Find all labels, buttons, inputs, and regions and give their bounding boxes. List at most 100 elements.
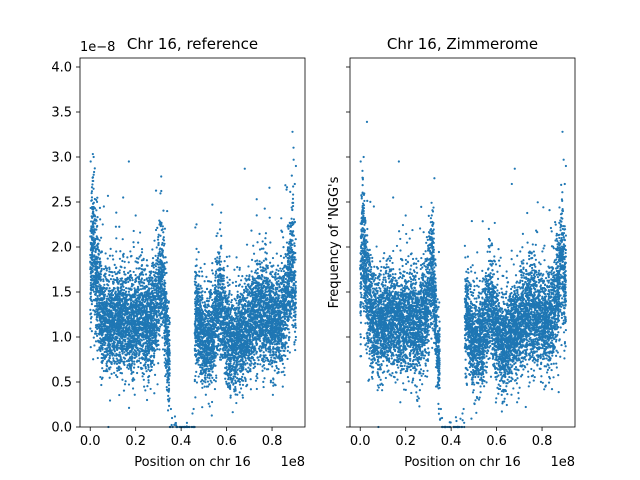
scatter-point: [121, 340, 124, 344]
scatter-point: [228, 278, 231, 281]
scatter-point: [262, 385, 265, 389]
scatter-point: [246, 296, 249, 299]
scatter-point: [90, 199, 93, 202]
scatter-point: [110, 330, 113, 333]
scatter-point: [106, 295, 109, 298]
scatter-point: [240, 279, 243, 282]
scatter-point: [284, 184, 287, 187]
scatter-point: [294, 348, 297, 352]
scatter-point: [257, 281, 260, 284]
scatter-point: [91, 183, 94, 186]
scatter-point: [122, 389, 126, 392]
scatter-point: [281, 362, 285, 365]
scatter-point: [89, 292, 92, 295]
scatter-point: [262, 364, 265, 367]
scatter-point: [95, 255, 98, 258]
scatter-point: [119, 286, 122, 289]
scatter-point: [195, 247, 198, 250]
scatter-point: [96, 327, 99, 330]
scatter-point: [161, 241, 164, 245]
scatter-point: [252, 363, 255, 366]
scatter-point: [208, 351, 212, 354]
scatter-point: [98, 333, 101, 336]
scatter-point: [123, 383, 127, 386]
scatter-point: [163, 281, 167, 284]
scatter-point: [264, 258, 267, 261]
scatter-point: [241, 275, 244, 278]
scatter-point: [106, 353, 109, 356]
scatter-point: [289, 247, 292, 250]
scatter-point: [248, 336, 251, 339]
scatter-point: [137, 365, 140, 369]
scatter-point: [153, 392, 156, 395]
scatter-point: [254, 260, 257, 263]
scatter-point: [194, 374, 197, 378]
scatter-point: [152, 266, 155, 269]
scatter-point: [160, 175, 163, 178]
scatter-point: [118, 280, 121, 283]
scatter-point: [118, 225, 121, 228]
scatter-point: [161, 249, 165, 252]
scatter-point: [199, 380, 203, 383]
scatter-point: [89, 312, 93, 315]
scatter-point: [152, 347, 155, 350]
scatter-point: [271, 256, 275, 260]
scatter-point: [109, 247, 112, 250]
scatter-point: [210, 381, 213, 384]
scatter-point: [195, 264, 198, 267]
scatter-point: [147, 364, 150, 367]
scatter-point: [283, 300, 286, 303]
scatter-point: [229, 373, 233, 376]
scatter-point: [280, 269, 283, 273]
scatter-point: [208, 405, 211, 408]
scatter-point: [255, 214, 258, 217]
scatter-point: [123, 357, 127, 360]
scatter-point: [210, 280, 213, 283]
scatter-point: [264, 237, 267, 240]
scatter-point: [91, 251, 94, 254]
scatter-point: [110, 327, 113, 330]
scatter-point: [90, 190, 94, 193]
scatter-point: [163, 227, 167, 230]
scatter-point: [144, 273, 148, 276]
scatter-point: [229, 394, 232, 397]
scatter-point: [195, 370, 198, 373]
scatter-point: [136, 359, 139, 362]
scatter-point: [118, 337, 121, 341]
scatter-point: [230, 315, 233, 318]
scatter-points-reference: [89, 130, 298, 429]
scatter-point: [146, 385, 149, 388]
scatter-point: [100, 236, 103, 239]
scatter-point: [112, 286, 116, 290]
scatter-point: [250, 270, 253, 273]
scatter-point: [155, 268, 158, 271]
scatter-point: [293, 242, 296, 245]
scatter-point: [151, 261, 155, 264]
scatter-point: [275, 268, 278, 271]
scatter-point: [279, 267, 282, 270]
scatter-point: [236, 266, 239, 269]
scatter-point: [132, 241, 135, 244]
scatter-point: [163, 344, 167, 347]
scatter-point: [138, 275, 141, 278]
scatter-point: [278, 294, 281, 297]
panel-reference: 0.0 0.2 0.4 0.6 0.8 0.00.51.01.52.02.53.03.5…: [51, 35, 306, 470]
scatter-point: [283, 373, 286, 377]
scatter-point: [112, 357, 115, 360]
scatter-point: [126, 256, 129, 259]
scatter-point: [156, 256, 159, 259]
scatter-point: [279, 349, 282, 352]
scatter-point: [243, 354, 246, 357]
scatter-point: [294, 258, 297, 261]
scatter-point: [294, 251, 297, 255]
scatter-point: [113, 263, 116, 267]
scatter-point: [282, 270, 286, 273]
scatter-point: [99, 273, 103, 276]
scatter-point: [127, 261, 130, 264]
scatter-point: [121, 238, 124, 241]
scatter-point: [280, 261, 283, 265]
scatter-point: [230, 298, 233, 302]
scatter-point: [95, 247, 98, 250]
scatter-point: [263, 207, 266, 210]
scatter-point: [211, 269, 214, 272]
